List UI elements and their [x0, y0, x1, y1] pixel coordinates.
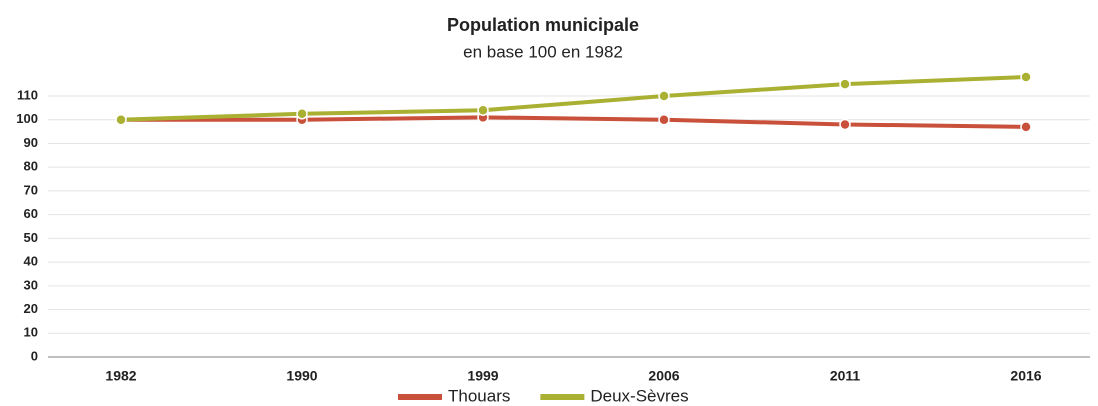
x-tick-label: 1999 [467, 368, 498, 384]
y-tick-label: 110 [17, 87, 38, 102]
point [1020, 121, 1032, 133]
point [839, 118, 851, 131]
chart-subtitle: en base 100 en 1982 [463, 42, 623, 61]
y-tick-label: 100 [16, 111, 38, 126]
y-tick-label: 50 [24, 230, 38, 245]
series-line [121, 115, 1027, 129]
y-tick-label: 60 [24, 206, 38, 221]
point [839, 78, 851, 90]
x-tick-label: 2016 [1010, 368, 1041, 384]
y-tick-label: 30 [24, 277, 38, 292]
point [1020, 71, 1032, 83]
point [115, 113, 127, 126]
x-tick-label: 2011 [830, 368, 861, 384]
y-tick-label: 0 [31, 348, 38, 363]
series-line [120, 75, 1027, 122]
chart-title: Population municipale [447, 15, 639, 35]
legend-swatch [398, 394, 442, 400]
point [296, 108, 308, 120]
x-tick-label: 1982 [105, 368, 136, 384]
point [658, 113, 670, 126]
legend-label: Thouars [448, 386, 510, 405]
y-tick-label: 10 [24, 325, 38, 340]
x-tick-label: 1990 [286, 368, 317, 384]
legend-swatch [540, 394, 585, 400]
legend-label: Deux-Sèvres [590, 386, 688, 405]
x-tick-label: 2006 [648, 368, 679, 384]
y-tick-label: 90 [24, 135, 38, 150]
point [658, 90, 670, 102]
y-tick-label: 70 [24, 182, 38, 197]
y-tick-label: 20 [24, 301, 38, 316]
point [477, 104, 489, 116]
y-tick-label: 40 [24, 254, 38, 269]
y-tick-label: 80 [24, 159, 38, 174]
